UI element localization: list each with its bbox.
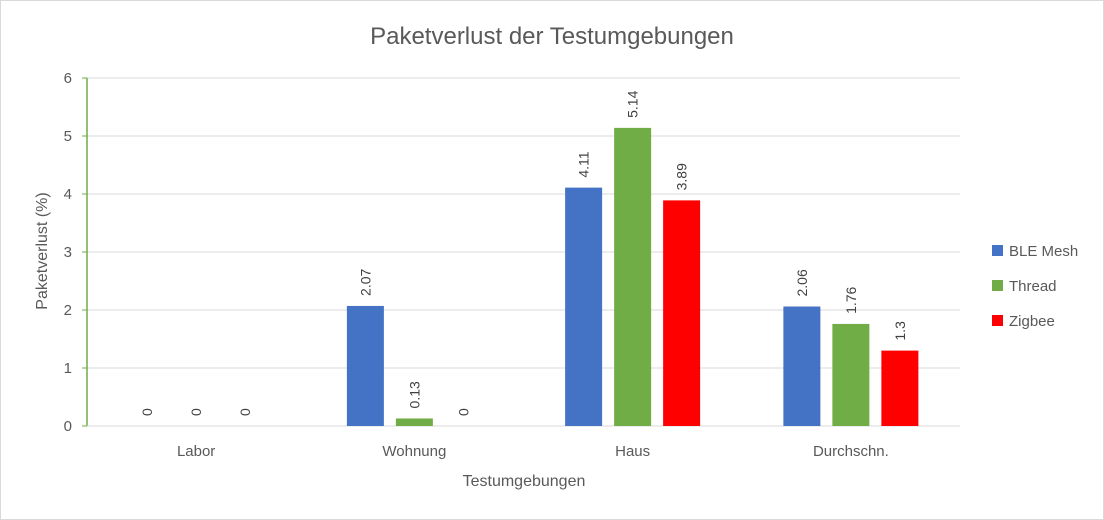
legend: BLE Mesh Thread Zigbee	[992, 243, 1078, 330]
bar	[663, 200, 701, 426]
y-tick-label: 3	[64, 244, 72, 261]
data-label: 3.89	[674, 163, 690, 190]
data-label: 5.14	[625, 90, 641, 117]
data-label: 1.76	[843, 286, 859, 313]
y-axis-title: Paketverlust (%)	[34, 192, 51, 309]
x-axis-title: Testumgebungen	[463, 473, 586, 490]
bar	[614, 127, 652, 426]
y-tick-label: 4	[64, 186, 72, 203]
data-label: 0	[139, 408, 155, 416]
y-tick-label: 2	[64, 302, 72, 319]
legend-swatch	[992, 315, 1003, 326]
data-label: 0	[188, 408, 204, 416]
bar	[565, 187, 603, 426]
data-label: 1.3	[892, 321, 908, 341]
bar	[346, 305, 384, 426]
x-tick-label: Labor	[177, 443, 215, 460]
bar	[783, 306, 821, 426]
legend-label: Zigbee	[1009, 313, 1055, 330]
x-tick-label: Haus	[615, 443, 650, 460]
legend-swatch	[992, 280, 1003, 291]
data-label: 0.13	[406, 381, 422, 408]
data-label: 2.06	[794, 269, 810, 296]
x-tick-label: Wohnung	[382, 443, 446, 460]
axes: 0 1 2 3 4 5 6 Labor Wohnung Haus Durchschn.	[64, 70, 960, 460]
y-tick-label: 6	[64, 70, 72, 87]
bar	[395, 418, 433, 426]
data-label: 0	[455, 408, 471, 416]
data-label: 0	[237, 408, 253, 416]
chart-title: Paketverlust der Testumgebungen	[370, 23, 734, 50]
legend-label: Thread	[1009, 278, 1057, 295]
bars	[346, 127, 919, 426]
bar	[832, 323, 870, 426]
y-tick-label: 1	[64, 360, 72, 377]
data-label: 2.07	[357, 268, 373, 295]
legend-label: BLE Mesh	[1009, 243, 1078, 260]
gridlines	[87, 77, 960, 369]
data-label: 4.11	[576, 151, 592, 177]
legend-swatch	[992, 245, 1003, 256]
bar	[881, 350, 919, 426]
y-tick-label: 0	[64, 418, 72, 435]
y-tick-label: 5	[64, 128, 72, 145]
x-tick-label: Durchschn.	[813, 443, 889, 460]
data-labels: 0 0 0 2.07 0.13 0 4.11 5.14 3.89 2.06 1.76 1.3	[139, 90, 908, 416]
